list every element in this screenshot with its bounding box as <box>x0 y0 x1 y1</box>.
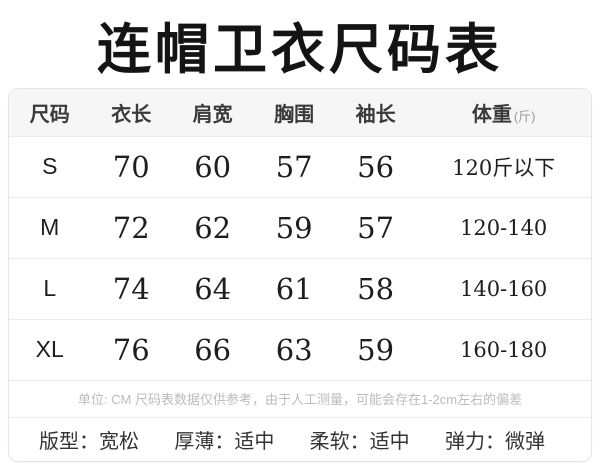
size-cell: M <box>9 196 91 258</box>
header-cell-size: 尺码 <box>9 89 91 136</box>
weight-cell: 160-180 <box>416 318 591 380</box>
weight-cell: 140-160 <box>416 257 591 319</box>
attribute-elasticity: 弹力：微弹 <box>444 431 545 453</box>
attributes-bar: 版型：宽松 厚薄：适中 柔软：适中 弹力：微弹 <box>9 417 591 461</box>
table-row-xl: XL 76 66 63 59 160-180 <box>9 318 591 380</box>
table-row-s: S 70 60 57 56 120斤以下 <box>9 135 591 197</box>
chest-cell: 57 <box>253 135 335 197</box>
shoulder-cell: 62 <box>171 196 254 258</box>
weight-header-label: 体重 <box>471 103 512 126</box>
chest-cell: 61 <box>253 257 335 319</box>
weight-cell: 120斤以下 <box>416 135 591 197</box>
length-cell: 74 <box>90 257 172 319</box>
chest-cell: 63 <box>253 318 335 380</box>
header-row: 尺码 衣长 肩宽 胸围 袖长 体重 (斤) <box>9 89 591 136</box>
shoulder-cell: 66 <box>171 318 254 380</box>
sleeve-cell: 59 <box>334 318 417 380</box>
header-cell-shoulder: 肩宽 <box>171 89 254 136</box>
table-row-l: L 74 64 61 58 140-160 <box>9 257 591 319</box>
length-cell: 72 <box>90 196 172 258</box>
page-title: 连帽卫衣尺码表 <box>97 16 503 81</box>
weight-cell: 120-140 <box>416 196 591 258</box>
size-cell: L <box>9 257 91 319</box>
page-header: 连帽卫衣尺码表 <box>0 0 600 88</box>
attribute-thickness: 厚薄：适中 <box>174 431 275 453</box>
table-row-m: M 72 62 59 57 120-140 <box>9 196 591 258</box>
sleeve-cell: 57 <box>334 196 417 258</box>
header-cell-chest: 胸围 <box>253 89 335 136</box>
size-cell: XL <box>9 318 91 380</box>
length-cell: 70 <box>90 135 172 197</box>
sleeve-cell: 58 <box>334 257 417 319</box>
attribute-fit: 版型：宽松 <box>39 431 139 453</box>
weight-unit-label: (斤) <box>513 108 536 124</box>
attribute-softness: 柔软：适中 <box>309 431 410 453</box>
size-cell: S <box>9 135 91 197</box>
header-cell-weight: 体重 (斤) <box>416 89 591 136</box>
sleeve-cell: 56 <box>334 135 417 197</box>
header-cell-sleeve: 袖长 <box>334 89 417 136</box>
shoulder-cell: 64 <box>171 257 254 319</box>
size-table: 尺码 衣长 肩宽 胸围 袖长 体重 (斤) S 70 60 57 56 120斤以… <box>9 89 591 380</box>
length-cell: 76 <box>90 318 172 380</box>
size-chart-card: 尺码 衣长 肩宽 胸围 袖长 体重 (斤) S 70 60 57 56 120斤以… <box>8 88 592 462</box>
shoulder-cell: 60 <box>171 135 254 197</box>
chest-cell: 59 <box>253 196 335 258</box>
header-cell-length: 衣长 <box>90 89 172 136</box>
unit-note: 单位: CM 尺码表数据仅供参考，由于人工测量，可能会存在1-2cm左右的偏差 <box>9 380 591 417</box>
